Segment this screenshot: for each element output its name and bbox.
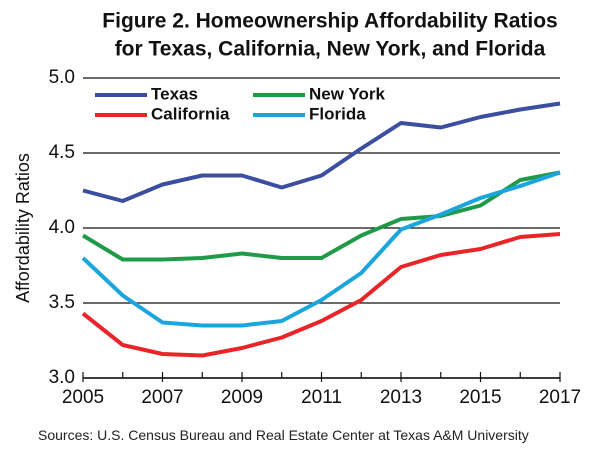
legend-label: California (151, 104, 230, 123)
y-axis-label: Affordability Ratios (13, 153, 33, 303)
legend-label: Florida (309, 104, 366, 123)
x-tick-label: 2005 (62, 387, 104, 408)
y-tick-label: 3.0 (49, 367, 75, 388)
series-line (82, 101, 561, 203)
x-tick-label: 2009 (221, 387, 263, 408)
x-tick-label: 2013 (380, 387, 422, 408)
chart-title: for Texas, California, New York, and Flo… (115, 38, 546, 61)
series-line (81, 232, 561, 358)
y-tick-label: 4.5 (49, 142, 75, 163)
chart-title: Figure 2. Homeownership Affordability Ra… (102, 10, 557, 33)
x-tick-label: 2007 (141, 387, 183, 408)
x-tick-label: 2017 (539, 387, 581, 408)
chart: Figure 2. Homeownership Affordability Ra… (13, 10, 581, 408)
source-note: Sources: U.S. Census Bureau and Real Est… (38, 427, 529, 443)
x-tick-label: 2015 (459, 387, 501, 408)
series-line (81, 170, 561, 262)
legend-label: New York (309, 84, 385, 103)
y-tick-label: 4.0 (49, 217, 75, 238)
legend-label: Texas (151, 84, 198, 103)
x-tick-label: 2011 (301, 387, 342, 408)
series-line (81, 170, 561, 328)
y-tick-label: 3.5 (49, 292, 75, 313)
y-tick-label: 5.0 (49, 67, 75, 88)
